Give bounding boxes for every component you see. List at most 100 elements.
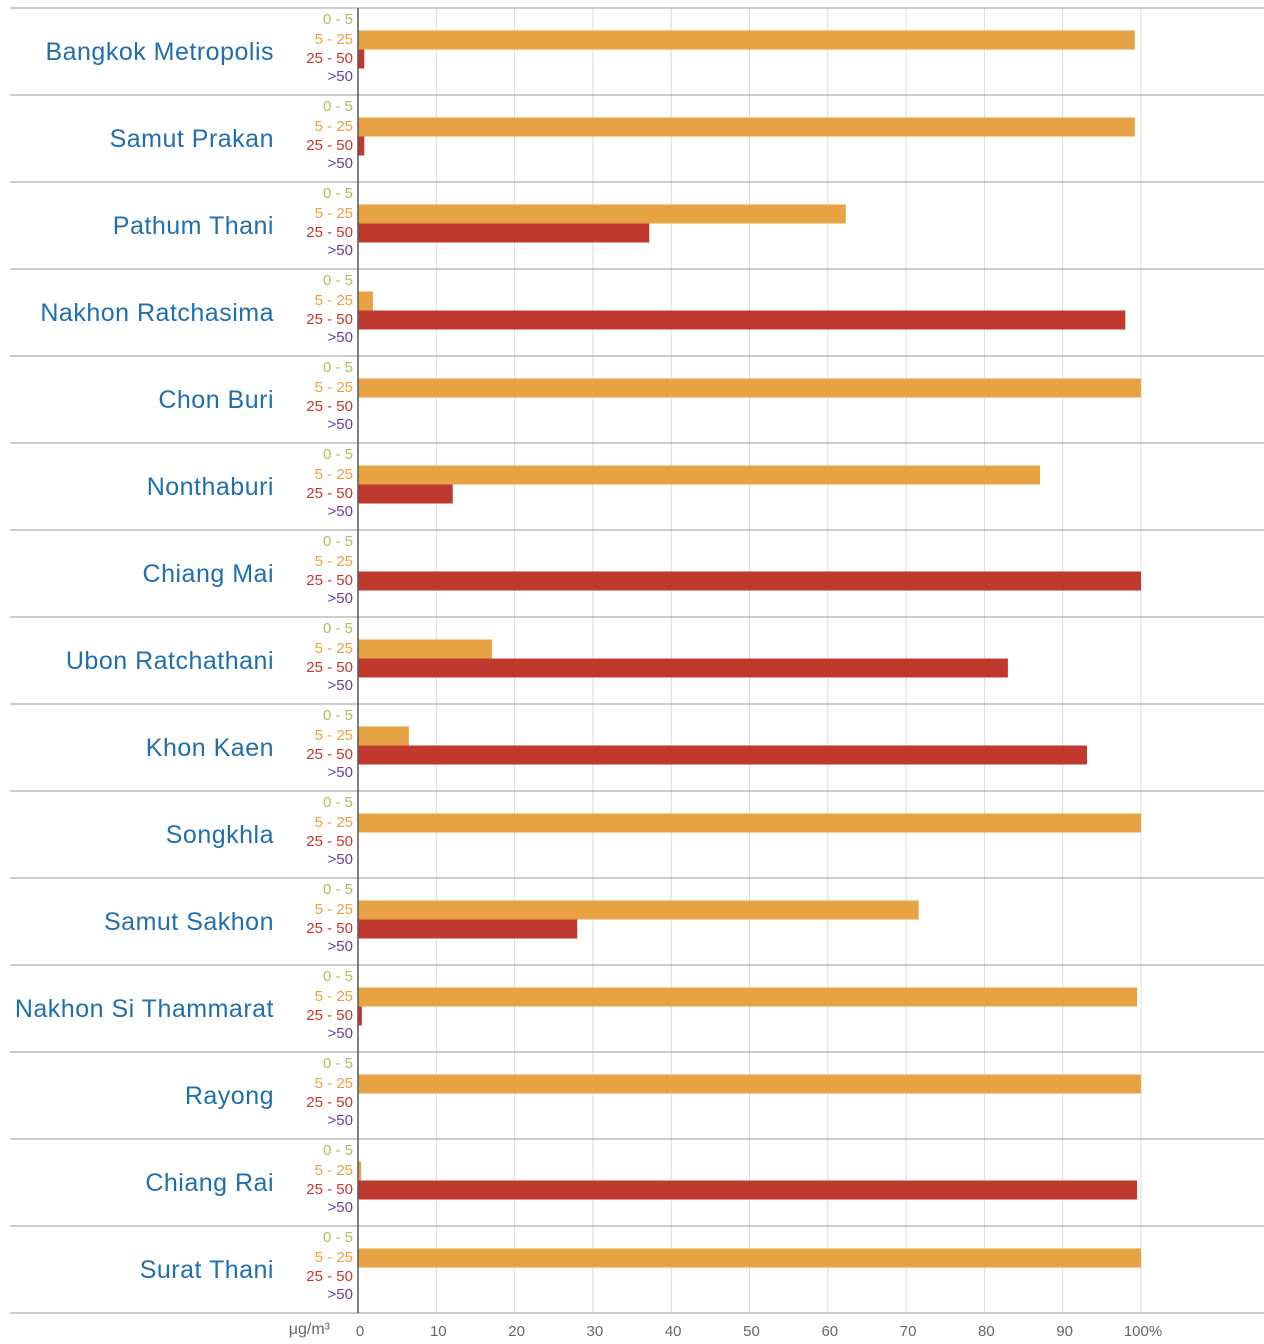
series-label: 25 - 50: [306, 1181, 353, 1198]
series-label: >50: [328, 1025, 353, 1042]
series-label: >50: [328, 764, 353, 781]
series-label: >50: [328, 677, 353, 694]
series-label: >50: [328, 68, 353, 85]
x-tick-label: 10: [430, 1323, 447, 1340]
category-label: Songkhla: [165, 820, 274, 849]
series-label: 5 - 25: [315, 814, 353, 831]
series-label: 0 - 5: [323, 359, 353, 376]
category-label: Bangkok Metropolis: [45, 37, 274, 66]
bar: [358, 1180, 1138, 1200]
category-label: Surat Thani: [139, 1255, 274, 1284]
series-label: >50: [328, 1199, 353, 1216]
bar: [358, 571, 1141, 591]
series-label: >50: [328, 938, 353, 955]
series-label: 0 - 5: [323, 968, 353, 985]
bar: [358, 987, 1138, 1007]
series-label: >50: [328, 155, 353, 172]
category-label: Chiang Mai: [142, 559, 274, 588]
series-label: 0 - 5: [323, 1055, 353, 1072]
series-label: 25 - 50: [306, 398, 353, 415]
series-label: >50: [328, 503, 353, 520]
bar: [358, 726, 409, 746]
series-label: 0 - 5: [323, 446, 353, 463]
bar: [358, 291, 373, 311]
series-label: >50: [328, 416, 353, 433]
series-label: 25 - 50: [306, 746, 353, 763]
series-label: 25 - 50: [306, 833, 353, 850]
series-label: 0 - 5: [323, 881, 353, 898]
series-label: 5 - 25: [315, 1075, 353, 1092]
bar: [358, 1006, 362, 1026]
series-label: 5 - 25: [315, 553, 353, 570]
series-label: 5 - 25: [315, 1249, 353, 1266]
series-label: 5 - 25: [315, 379, 353, 396]
x-tick-label: 50: [743, 1323, 760, 1340]
series-label: >50: [328, 590, 353, 607]
bar: [358, 204, 846, 224]
x-tick-label: 30: [587, 1323, 604, 1340]
series-label: 25 - 50: [306, 920, 353, 937]
series-label: >50: [328, 329, 353, 346]
series-label: 0 - 5: [323, 707, 353, 724]
series-label: 0 - 5: [323, 11, 353, 28]
series-label: 25 - 50: [306, 1094, 353, 1111]
category-label: Khon Kaen: [145, 733, 274, 762]
series-label: 25 - 50: [306, 659, 353, 676]
series-label: 0 - 5: [323, 533, 353, 550]
bar: [358, 1248, 1141, 1268]
series-label: 0 - 5: [323, 1142, 353, 1159]
category-label: Samut Sakhon: [104, 907, 274, 936]
bar: [358, 310, 1126, 330]
bar: [358, 30, 1135, 50]
x-tick-label: 70: [900, 1323, 917, 1340]
bar: [358, 639, 492, 659]
bar: [358, 136, 365, 156]
series-label: 5 - 25: [315, 31, 353, 48]
series-label: 25 - 50: [306, 311, 353, 328]
category-label: Rayong: [184, 1081, 274, 1110]
bar: [358, 1161, 362, 1181]
x-tick-label: 80: [978, 1323, 995, 1340]
x-tick-label: 40: [665, 1323, 682, 1340]
series-label: 25 - 50: [306, 50, 353, 67]
bar: [358, 117, 1135, 137]
series-label: 5 - 25: [315, 727, 353, 744]
series-label: 5 - 25: [315, 1162, 353, 1179]
category-label: Chon Buri: [158, 385, 274, 414]
x-tick-label: 100%: [1124, 1323, 1162, 1340]
bar: [358, 49, 365, 69]
bar: [358, 223, 650, 243]
series-label: >50: [328, 1112, 353, 1129]
series-label: 5 - 25: [315, 466, 353, 483]
bar: [358, 1074, 1141, 1094]
series-label: 25 - 50: [306, 1007, 353, 1024]
series-label: 0 - 5: [323, 794, 353, 811]
bar: [358, 813, 1141, 833]
category-label: Pathum Thani: [112, 211, 274, 240]
series-label: 5 - 25: [315, 988, 353, 1005]
series-label: 0 - 5: [323, 272, 353, 289]
series-label: 25 - 50: [306, 572, 353, 589]
category-label: Nakhon Ratchasima: [40, 298, 274, 327]
category-label: Nakhon Si Thammarat: [14, 994, 274, 1023]
series-label: >50: [328, 1286, 353, 1303]
bar: [358, 919, 578, 939]
x-tick-label: 20: [508, 1323, 525, 1340]
series-label: >50: [328, 242, 353, 259]
x-tick-label: 60: [821, 1323, 838, 1340]
x-axis-label: μg/m³: [289, 1321, 331, 1338]
series-label: 0 - 5: [323, 185, 353, 202]
series-label: 25 - 50: [306, 1268, 353, 1285]
category-label: Ubon Ratchathani: [65, 646, 274, 675]
category-label: Chiang Rai: [145, 1168, 274, 1197]
bar: [358, 900, 919, 920]
series-label: 25 - 50: [306, 137, 353, 154]
x-tick-label: 0: [356, 1323, 364, 1340]
series-label: 5 - 25: [315, 205, 353, 222]
series-label: 25 - 50: [306, 485, 353, 502]
bar: [358, 658, 1008, 678]
series-label: 5 - 25: [315, 118, 353, 135]
series-label: 0 - 5: [323, 620, 353, 637]
